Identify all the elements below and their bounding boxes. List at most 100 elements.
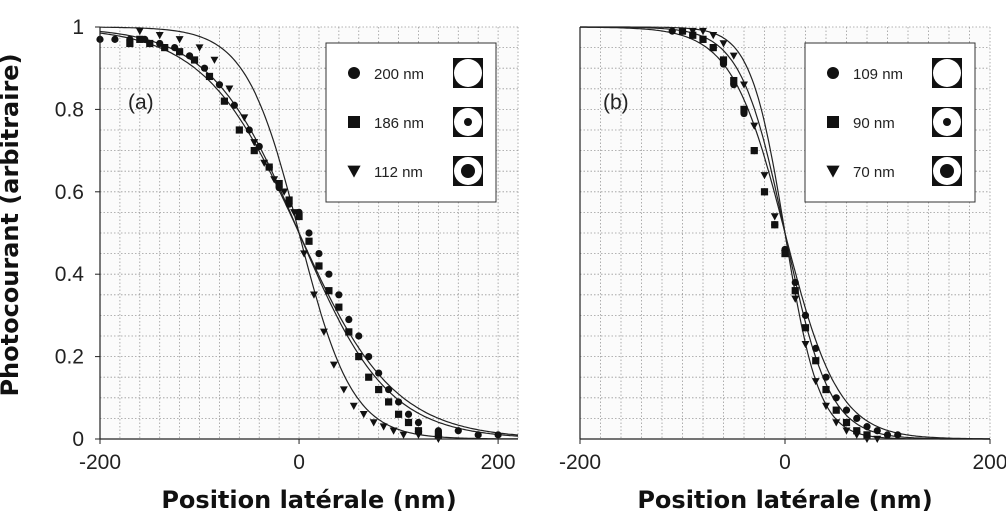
- data-point: [863, 423, 871, 431]
- data-point: [365, 373, 373, 381]
- data-point: [750, 147, 758, 155]
- data-point: [853, 414, 861, 422]
- data-point: [310, 291, 318, 299]
- data-point: [740, 81, 748, 89]
- data-point: [195, 44, 204, 52]
- data-point: [389, 427, 398, 435]
- data-point: [729, 52, 738, 60]
- data-point: [375, 385, 383, 394]
- data-point: [359, 411, 368, 419]
- legend: 200 nm 186 nm 112 nm: [325, 42, 497, 203]
- data-point: [300, 250, 308, 258]
- data-point: [873, 427, 881, 435]
- data-point: [345, 328, 353, 336]
- y-tick-label: 1: [72, 16, 84, 39]
- data-point: [394, 398, 403, 406]
- data-point: [760, 188, 769, 196]
- beam-profile-icon: [454, 59, 482, 87]
- data-point: [315, 262, 323, 270]
- data-point: [325, 270, 333, 278]
- data-point: [394, 410, 403, 418]
- x-tick-label: -200: [559, 451, 601, 474]
- x-tick-label: -200: [79, 451, 121, 474]
- x-tick-label: 0: [293, 451, 305, 474]
- data-point: [842, 406, 851, 414]
- y-tick-label: 0.6: [55, 181, 84, 204]
- data-point: [414, 427, 423, 435]
- data-point: [325, 287, 333, 295]
- data-point: [210, 56, 219, 64]
- data-point: [225, 85, 234, 93]
- data-point: [135, 27, 144, 36]
- data-point: [335, 303, 343, 311]
- data-point: [414, 431, 423, 439]
- data-point: [385, 385, 393, 394]
- data-point: [781, 250, 789, 258]
- data-point: [709, 32, 718, 40]
- fit-curve-3: [100, 26, 518, 440]
- y-tick-label: 0.2: [55, 346, 84, 369]
- data-point: [355, 332, 363, 340]
- fit-curve-1: [99, 32, 519, 436]
- data-point: [329, 361, 338, 369]
- data-point: [190, 56, 199, 64]
- x-tick-label: 200: [481, 451, 516, 474]
- y-tick-label: 0.4: [55, 263, 85, 286]
- data-point: [379, 423, 388, 431]
- data-point: [791, 287, 799, 295]
- beam-profile-icon: [943, 118, 951, 126]
- legend-marker-1: [348, 67, 360, 79]
- data-point: [853, 427, 861, 435]
- data-point: [812, 344, 820, 352]
- data-point: [230, 101, 238, 109]
- data-point: [250, 139, 259, 147]
- data-point: [404, 418, 413, 427]
- data-point: [205, 72, 214, 81]
- data-point: [801, 311, 810, 319]
- data-point: [730, 76, 738, 85]
- legend: 109 nm 90 nm 70 nm: [804, 42, 976, 203]
- data-point: [349, 402, 358, 410]
- data-point: [275, 179, 283, 188]
- data-point: [454, 427, 462, 435]
- x-tick-label: 0: [779, 451, 791, 474]
- data-point: [245, 126, 253, 134]
- data-point: [155, 32, 164, 40]
- data-point: [285, 196, 293, 204]
- data-point: [719, 40, 728, 48]
- data-point: [235, 126, 243, 134]
- data-point: [678, 27, 687, 35]
- data-point: [863, 431, 871, 439]
- data-point: [369, 419, 378, 427]
- data-point: [200, 64, 209, 72]
- data-point: [801, 341, 810, 349]
- data-point: [404, 410, 413, 418]
- chart-panel-b: -200 0 200 Position latérale (nm) (b) 109 nm 9…: [559, 26, 1006, 514]
- beam-profile-icon: [933, 59, 961, 87]
- data-point: [240, 114, 249, 122]
- beam-profile-icon: [940, 164, 954, 178]
- data-point: [801, 324, 810, 332]
- beam-profile-icon: [464, 118, 472, 126]
- data-point: [265, 163, 273, 171]
- data-point: [852, 431, 861, 439]
- data-point: [791, 278, 799, 287]
- y-tick-label: 0.8: [55, 98, 84, 121]
- data-point: [136, 35, 144, 43]
- data-point: [474, 431, 482, 439]
- x-tick-label: 200: [972, 451, 1006, 474]
- data-point: [750, 122, 759, 130]
- data-point: [319, 328, 328, 336]
- data-point: [414, 418, 423, 427]
- data-point: [740, 105, 748, 113]
- data-point: [175, 36, 184, 44]
- beam-profile-icon: [461, 164, 475, 178]
- data-point: [250, 147, 258, 155]
- data-point: [335, 291, 343, 299]
- data-point: [315, 250, 323, 258]
- panel-label: (b): [603, 91, 629, 114]
- data-point: [832, 419, 841, 427]
- data-point: [811, 378, 820, 386]
- data-point: [709, 44, 717, 52]
